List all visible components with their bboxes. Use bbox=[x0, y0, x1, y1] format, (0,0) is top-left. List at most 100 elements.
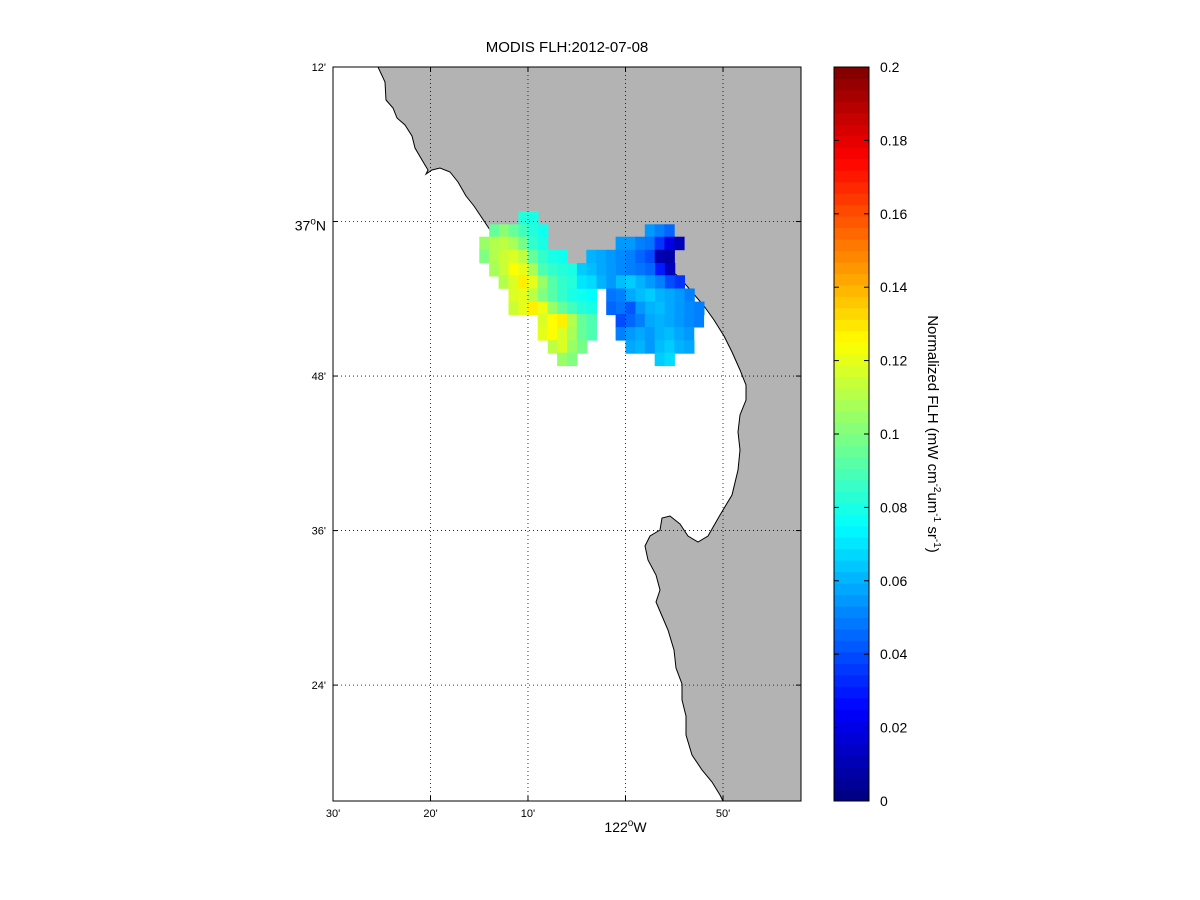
heat-cell bbox=[654, 352, 666, 367]
colorbar-step bbox=[834, 766, 869, 779]
heat-cell bbox=[499, 263, 510, 277]
heat-cell bbox=[694, 301, 705, 316]
colorbar-step bbox=[834, 112, 869, 125]
heat-cell bbox=[654, 236, 665, 251]
lat-tick-label: 36' bbox=[312, 526, 326, 538]
heat-cell bbox=[489, 236, 500, 251]
colorbar-step bbox=[834, 261, 869, 274]
heat-cell bbox=[499, 224, 510, 238]
heat-cell bbox=[644, 249, 656, 264]
heat-cell bbox=[547, 263, 559, 277]
colorbar-label-end: ) bbox=[924, 548, 941, 553]
heat-cell bbox=[644, 236, 656, 251]
heat-cell bbox=[606, 275, 617, 289]
heat-cell bbox=[508, 288, 519, 302]
heat-cell bbox=[683, 314, 695, 328]
heat-cell bbox=[664, 263, 676, 277]
heat-cell bbox=[615, 249, 626, 264]
colorbar-step bbox=[834, 525, 869, 538]
colorbar-tick-label: 0.2 bbox=[880, 59, 900, 75]
colorbar-tick-label: 0.04 bbox=[880, 646, 907, 662]
heat-cell bbox=[557, 352, 568, 367]
heat-cell bbox=[635, 275, 646, 289]
heat-cell bbox=[635, 249, 646, 264]
heat-cell bbox=[655, 301, 666, 316]
colorbar-step bbox=[834, 239, 869, 251]
heat-cell bbox=[616, 288, 627, 302]
heat-cell bbox=[537, 249, 549, 264]
flh-heatmap bbox=[479, 211, 705, 367]
heat-cell bbox=[674, 288, 685, 302]
heat-cell bbox=[547, 249, 558, 264]
heat-cell bbox=[655, 263, 666, 277]
heat-cell bbox=[489, 263, 500, 277]
heat-cell bbox=[654, 224, 665, 238]
colorbar-step bbox=[834, 537, 869, 550]
heat-cell bbox=[625, 314, 636, 328]
heat-cell bbox=[508, 224, 520, 238]
heat-cell bbox=[596, 249, 607, 264]
heat-cell bbox=[518, 249, 529, 264]
heat-cell bbox=[693, 314, 705, 328]
heat-cell bbox=[557, 314, 568, 328]
map-title: MODIS FLH:2012-07-08 bbox=[486, 39, 649, 56]
heat-cell bbox=[606, 263, 617, 277]
heat-cell bbox=[567, 301, 578, 316]
heat-cell bbox=[674, 314, 685, 328]
heat-cell bbox=[547, 301, 558, 316]
heat-cell bbox=[479, 236, 490, 251]
heat-cell bbox=[655, 288, 666, 302]
heat-cell bbox=[576, 314, 588, 328]
heat-cell bbox=[674, 327, 685, 341]
heat-cell bbox=[625, 236, 636, 251]
colorbar-step bbox=[834, 319, 869, 332]
colorbar-step bbox=[834, 388, 869, 401]
heat-cell bbox=[528, 211, 539, 225]
heat-cell bbox=[644, 314, 656, 328]
colorbar-step bbox=[834, 491, 869, 504]
heat-cell bbox=[625, 340, 636, 354]
heat-cell bbox=[586, 288, 598, 302]
colorbar-step bbox=[834, 755, 869, 768]
heat-cell bbox=[625, 301, 637, 316]
heat-cell bbox=[528, 301, 539, 316]
heat-cell bbox=[498, 275, 509, 289]
heat-cell bbox=[547, 288, 558, 302]
heat-cell bbox=[596, 263, 607, 277]
colorbar-ticks: 0 0.02 0.04 0.06 0.08 0.1 0.12 0.14 0.16 0.18 0.2 bbox=[834, 59, 907, 809]
colorbar-tick-label: 0.02 bbox=[880, 720, 907, 736]
heat-cell bbox=[655, 275, 666, 289]
colorbar-label-mid2: sr bbox=[924, 522, 941, 539]
heat-cell bbox=[664, 275, 676, 289]
colorbar-step bbox=[834, 67, 869, 79]
lon-tick-label: 30' bbox=[326, 808, 340, 820]
colorbar-step bbox=[834, 422, 869, 435]
heat-cell bbox=[645, 263, 656, 277]
heat-cell bbox=[615, 236, 626, 251]
heat-cell bbox=[489, 224, 500, 238]
colorbar-tick-label: 0 bbox=[880, 793, 888, 809]
heat-cell bbox=[616, 263, 627, 277]
heat-cell bbox=[654, 327, 665, 341]
map-frame bbox=[332, 66, 802, 802]
colorbar-step bbox=[834, 365, 869, 378]
colorbar-tick-label: 0.08 bbox=[880, 499, 907, 515]
heat-cell bbox=[547, 340, 559, 354]
heat-cell bbox=[518, 288, 529, 302]
heat-cell bbox=[518, 236, 529, 251]
heat-cell bbox=[479, 249, 490, 264]
latitude-ticks: 12' 37oN 48' 36' 24' bbox=[295, 62, 801, 692]
heat-cell bbox=[537, 275, 548, 289]
heat-cell bbox=[489, 249, 500, 264]
heat-cell bbox=[567, 288, 578, 302]
heat-cell bbox=[674, 301, 685, 316]
heat-cell bbox=[557, 275, 568, 289]
colorbar-step bbox=[834, 778, 869, 791]
heat-cell bbox=[684, 288, 695, 302]
colorbar-step bbox=[834, 170, 869, 183]
colorbar-step bbox=[834, 204, 869, 217]
heat-cell bbox=[557, 263, 568, 277]
heat-cell bbox=[576, 263, 588, 277]
heat-cell bbox=[615, 314, 626, 328]
lon-tick-label: 122oW bbox=[604, 818, 647, 835]
